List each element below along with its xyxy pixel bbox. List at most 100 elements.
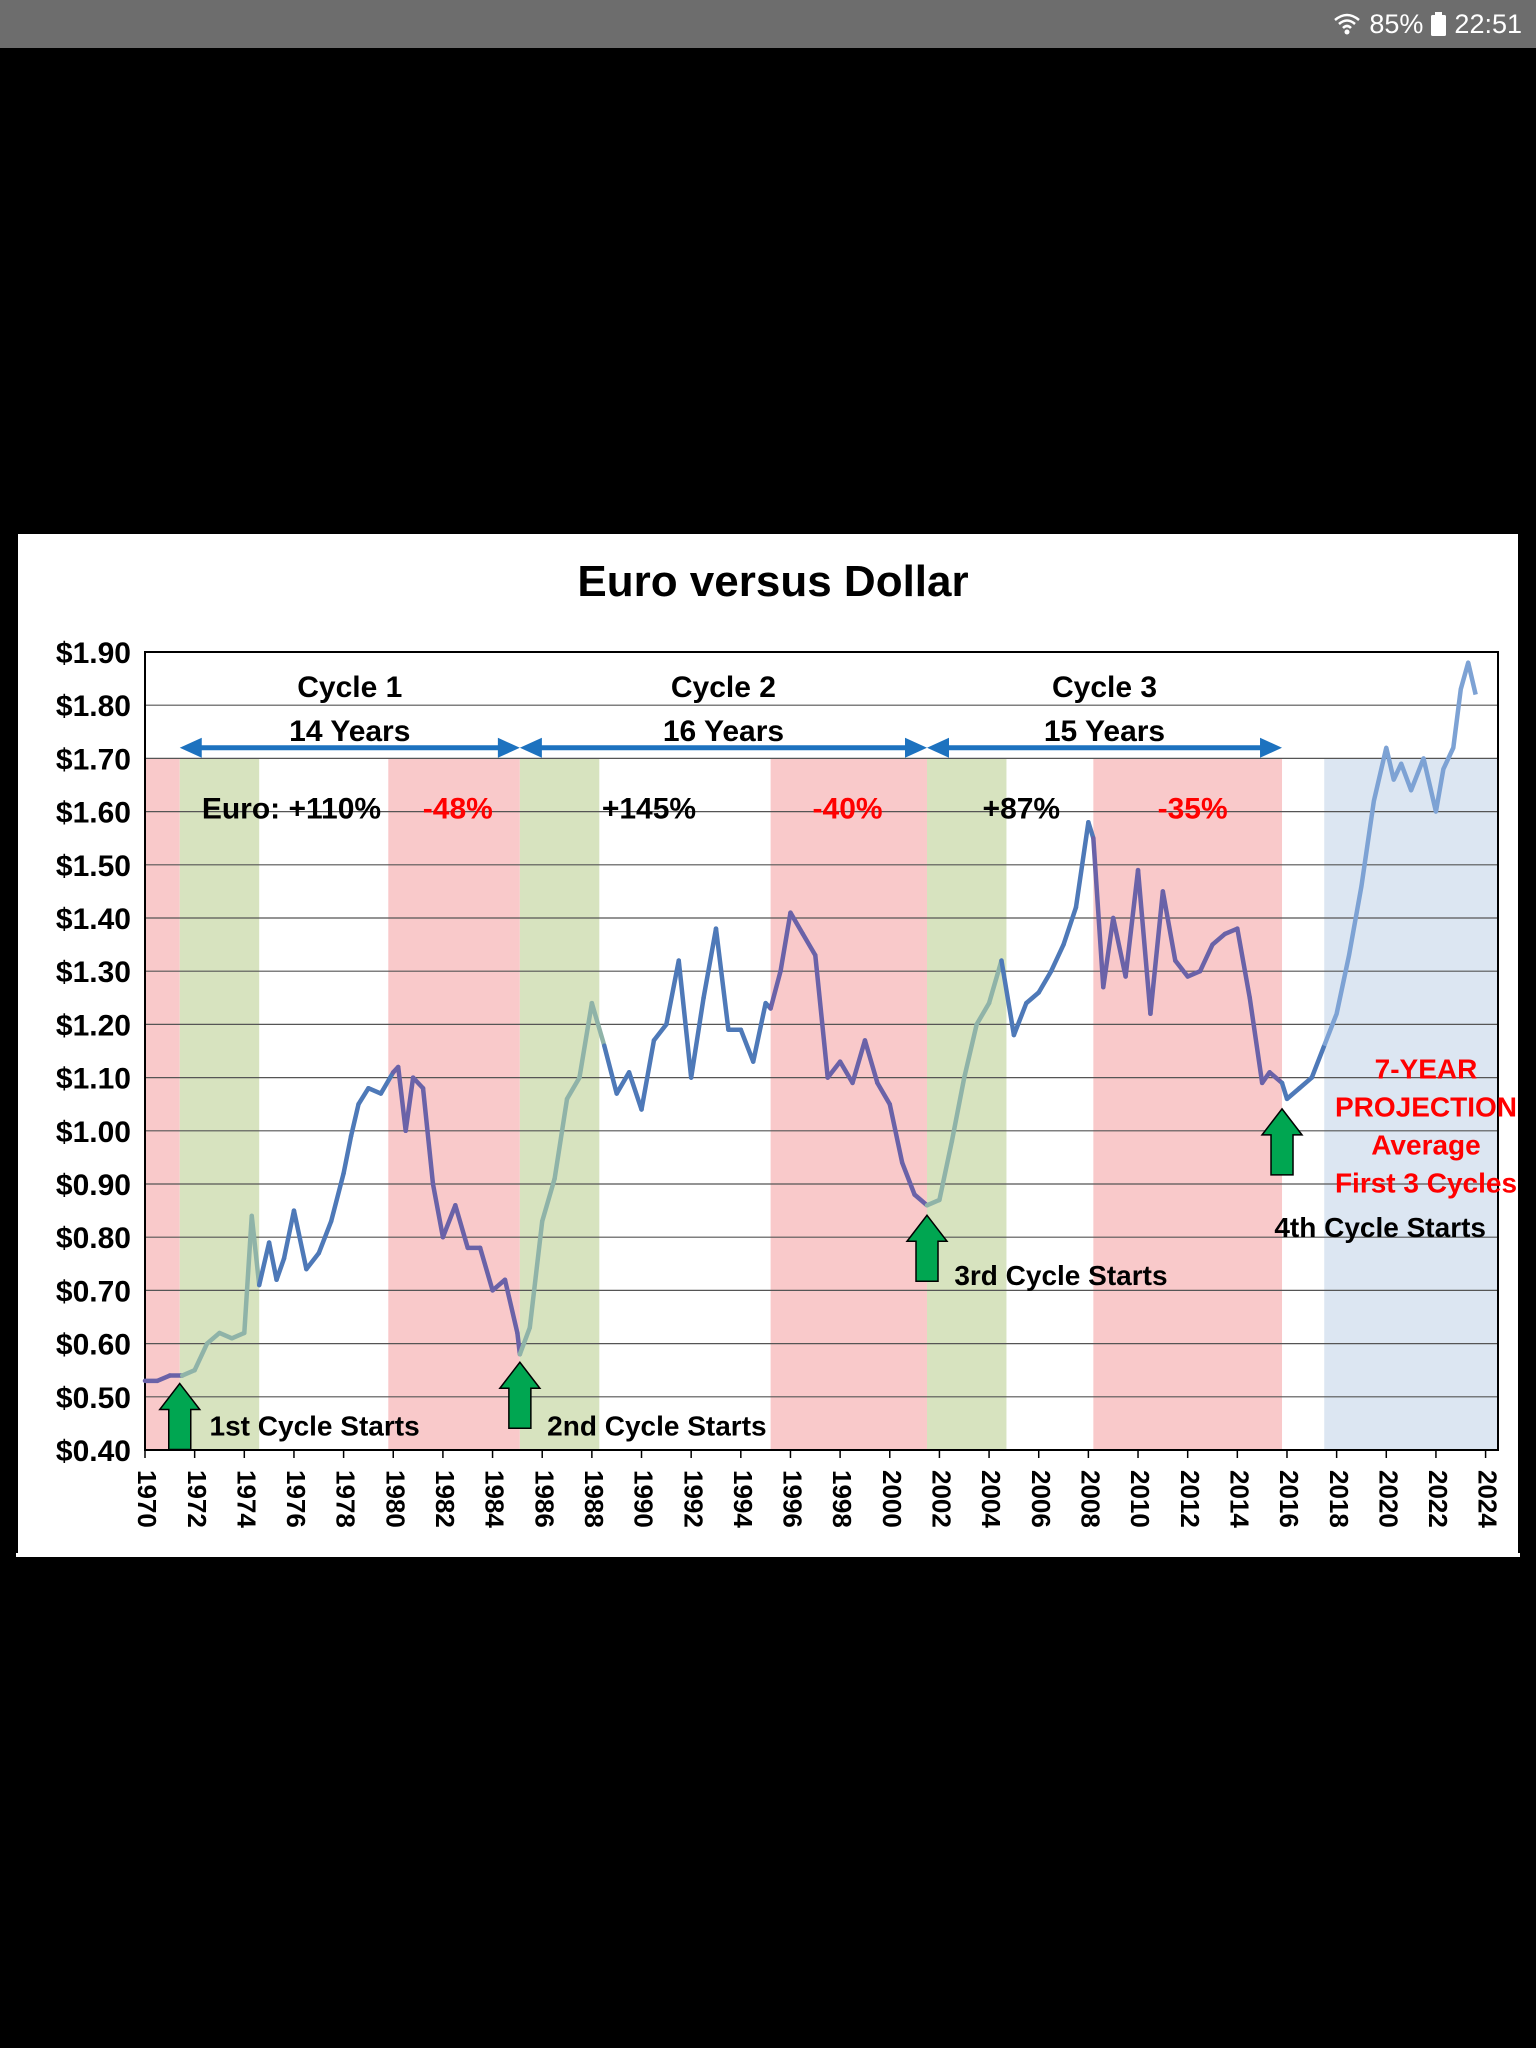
- series-segment: [788, 910, 806, 937]
- series-segment: [403, 1075, 416, 1134]
- series-segment: [676, 958, 694, 1080]
- series-segment: [1297, 1075, 1315, 1091]
- series-segment: [688, 995, 706, 1080]
- projection-annotation-line: PROJECTION: [1335, 1092, 1517, 1123]
- x-tick-label: 2008: [1076, 1470, 1106, 1528]
- y-tick-label: $1.10: [56, 1063, 131, 1096]
- phase-band-red: [770, 758, 928, 1450]
- series-segment: [274, 1256, 287, 1283]
- cycle-arrow-left-head: [519, 737, 542, 758]
- series-segment: [291, 1208, 309, 1272]
- bottom-rule: [16, 1553, 1520, 1557]
- series-segment: [1123, 867, 1141, 979]
- status-icons: 85% 22:51: [1333, 0, 1522, 48]
- up-arrow-icon: [498, 1361, 542, 1429]
- series-segment: [204, 1330, 222, 1346]
- cycle-arrow-right-head: [497, 737, 520, 758]
- cycle-name: Cycle 3: [1052, 671, 1157, 704]
- y-tick-label: $1.70: [56, 743, 131, 776]
- series-segment: [440, 1203, 458, 1240]
- phase-band-green: [519, 758, 600, 1450]
- x-tick-label: 1980: [380, 1470, 410, 1528]
- phase-band-red: [1093, 758, 1283, 1450]
- series-segment: [430, 1181, 446, 1240]
- series-segment: [316, 1218, 334, 1256]
- cycle-arrow-left-head: [927, 737, 950, 758]
- phase-band-green: [927, 758, 1007, 1450]
- y-tick-label: $0.70: [56, 1275, 131, 1308]
- series-segment: [800, 931, 818, 958]
- series-segment: [217, 1330, 235, 1341]
- x-tick-label: 2018: [1324, 1470, 1354, 1528]
- x-tick-label: 2014: [1224, 1470, 1254, 1528]
- series-segment: [937, 1139, 955, 1203]
- series-segment: [974, 1000, 992, 1027]
- x-tick-label: 2002: [927, 1470, 957, 1528]
- series-segment: [1048, 942, 1066, 974]
- series-segment: [229, 1330, 247, 1341]
- cycle-gain-label: +145%: [602, 793, 696, 826]
- series-segment: [420, 1085, 436, 1187]
- series-segment: [1148, 889, 1166, 1017]
- series-segment: [614, 1070, 632, 1096]
- series-segment: [589, 1000, 607, 1048]
- series-segment: [328, 1171, 346, 1224]
- series-segment: [1011, 1000, 1029, 1038]
- series-segment: [639, 1038, 657, 1112]
- series-segment: [850, 1038, 868, 1086]
- battery-icon: [1431, 12, 1447, 36]
- series-segment: [539, 1176, 557, 1224]
- series-segment: [626, 1070, 644, 1112]
- series-segment: [1284, 1085, 1302, 1102]
- x-tick-label: 1996: [778, 1470, 808, 1528]
- series-segment: [410, 1075, 426, 1091]
- cycle-arrow-left-head: [179, 737, 202, 758]
- series-segment: [887, 1101, 905, 1165]
- y-tick-label: $0.40: [56, 1435, 131, 1468]
- series-segment: [552, 1096, 570, 1181]
- x-tick-label: 2022: [1423, 1470, 1453, 1528]
- y-tick-label: $1.90: [56, 637, 131, 670]
- projection-annotation-line: 7-YEAR: [1375, 1054, 1478, 1085]
- y-tick-label: $1.00: [56, 1116, 131, 1149]
- series-segment: [713, 926, 731, 1032]
- series-segment: [577, 1000, 595, 1080]
- x-tick-label: 2006: [1026, 1470, 1056, 1528]
- series-segment: [1036, 968, 1054, 995]
- y-tick-label: $1.80: [56, 690, 131, 723]
- x-tick-label: 2010: [1125, 1470, 1155, 1528]
- series-segment: [281, 1208, 297, 1261]
- series-segment: [527, 1218, 545, 1330]
- series-segment: [453, 1203, 470, 1251]
- wifi-icon: [1334, 13, 1361, 35]
- series-segment: [862, 1038, 880, 1086]
- up-arrow-icon: [1260, 1107, 1304, 1176]
- series-segment: [1235, 926, 1252, 1001]
- cycle-duration: 14 Years: [289, 715, 410, 748]
- series-segment: [825, 1059, 843, 1080]
- series-segment: [1061, 905, 1079, 947]
- x-tick-label: 2012: [1175, 1470, 1205, 1528]
- series-segment: [490, 1277, 508, 1293]
- y-tick-label: $1.40: [56, 903, 131, 936]
- series-segment: [949, 1075, 967, 1144]
- series-segment: [256, 1240, 272, 1288]
- series-segment: [1160, 889, 1178, 963]
- series-segment: [1073, 819, 1091, 910]
- x-tick-label: 2020: [1373, 1470, 1403, 1528]
- y-tick-label: $1.30: [56, 956, 131, 989]
- series-segment: [999, 958, 1017, 1038]
- x-tick-label: 1982: [430, 1470, 460, 1528]
- cycle-loss-label: -40%: [813, 793, 883, 826]
- series-segment: [875, 1080, 893, 1107]
- x-tick-label: 1994: [728, 1470, 758, 1528]
- x-tick-label: 1978: [331, 1470, 361, 1528]
- cycle-name: Cycle 2: [671, 671, 776, 704]
- series-segment: [768, 968, 783, 1011]
- series-segment: [1024, 990, 1041, 1006]
- cycle-arrow-right-head: [1260, 737, 1283, 758]
- x-tick-label: 1990: [629, 1470, 659, 1528]
- chart-title: Euro versus Dollar: [577, 557, 968, 606]
- x-tick-label: 2016: [1274, 1470, 1304, 1528]
- series-segment: [395, 1064, 408, 1134]
